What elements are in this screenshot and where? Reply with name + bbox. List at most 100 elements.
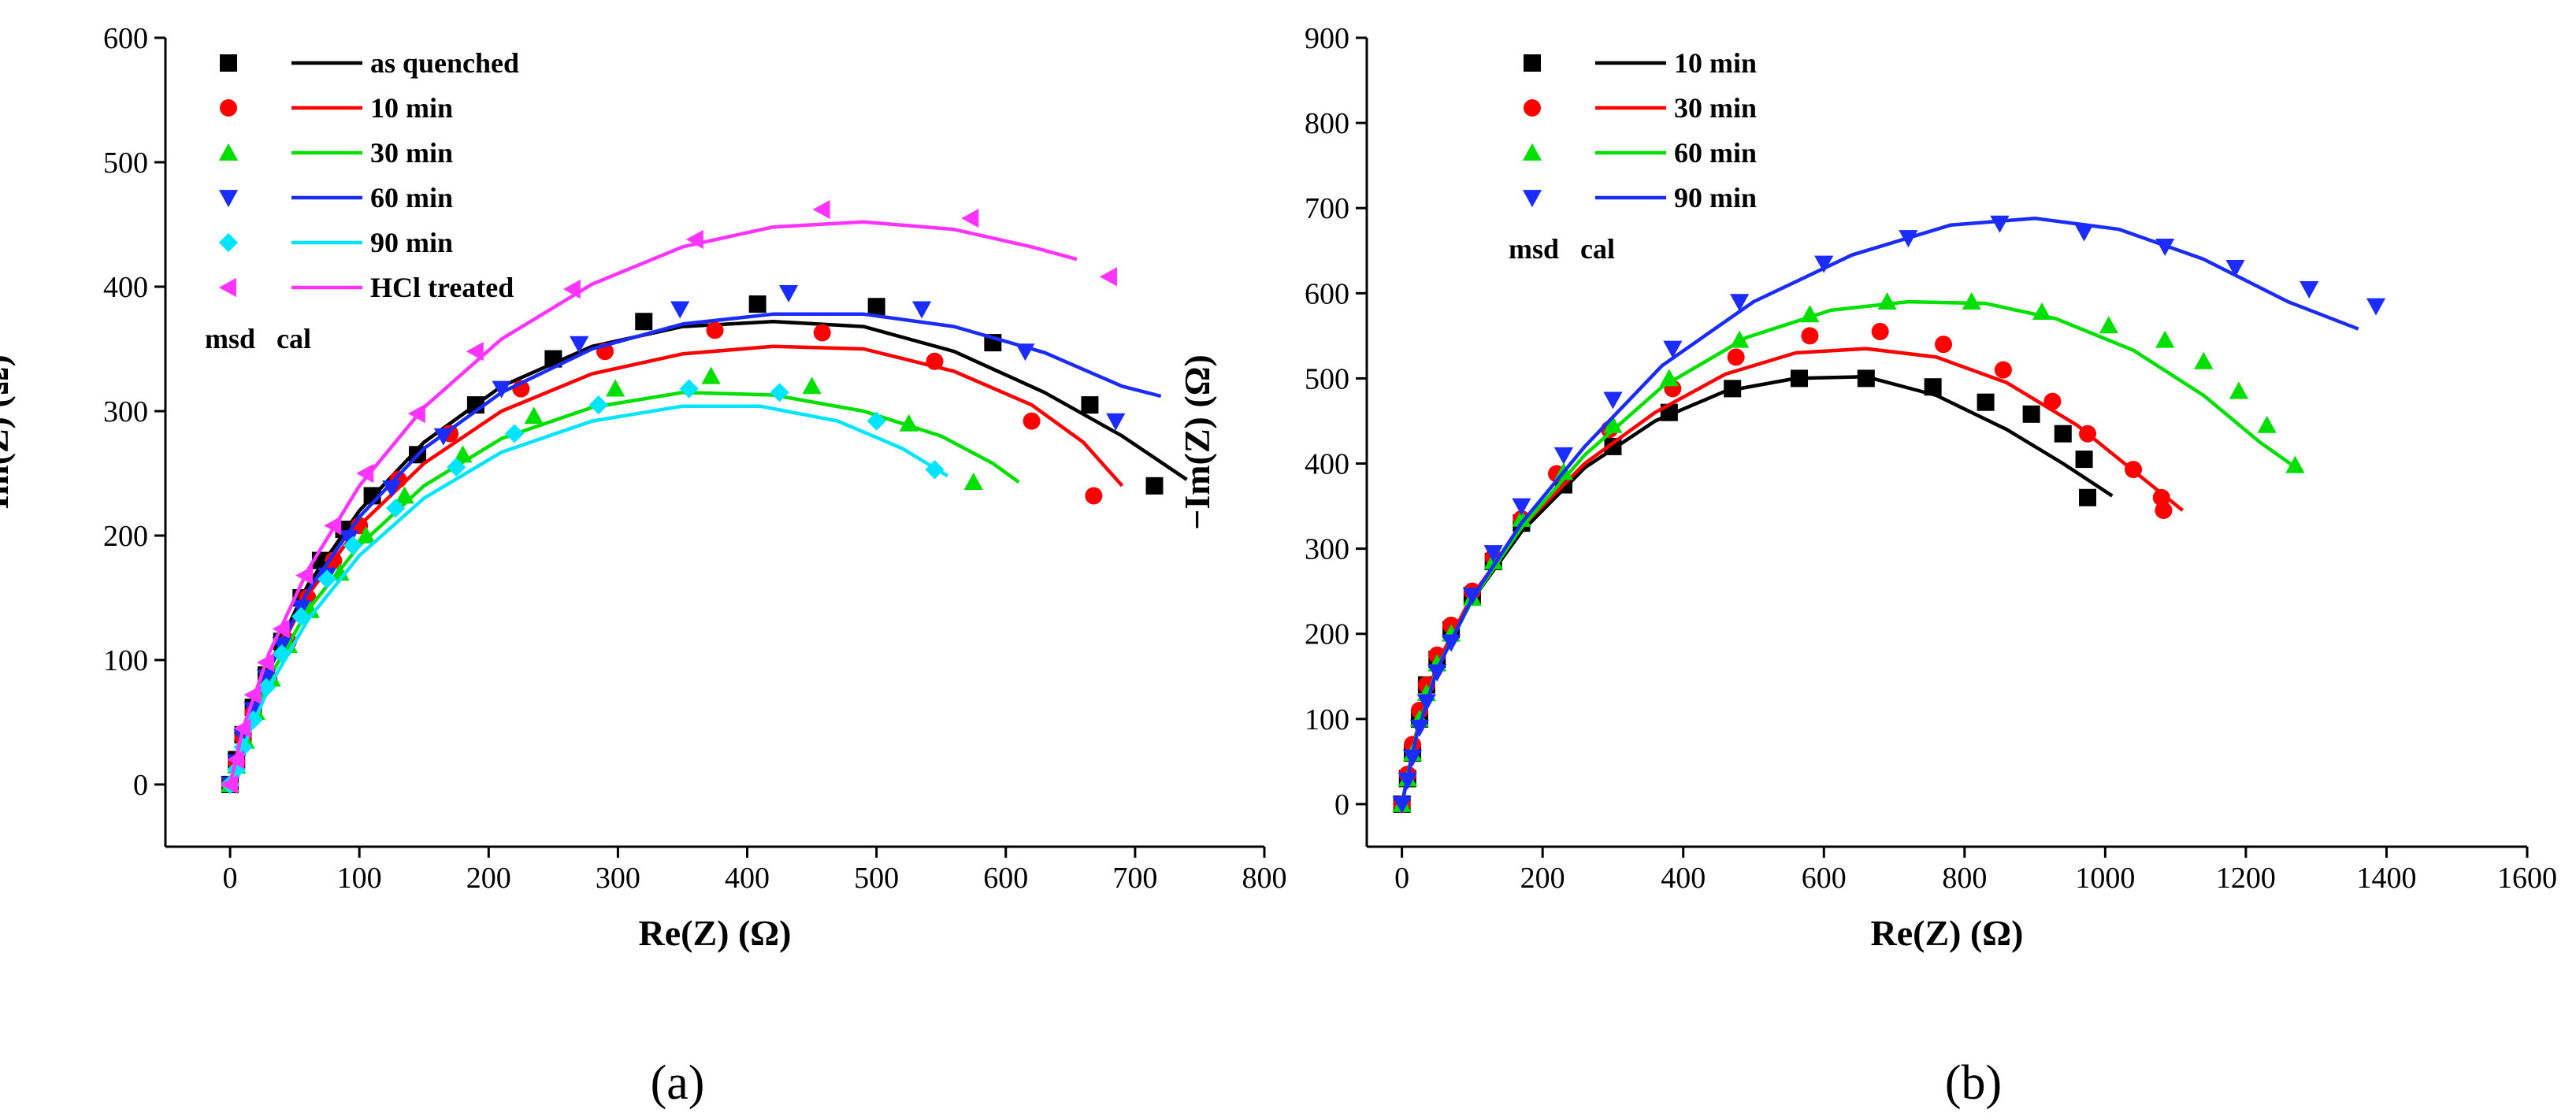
data-point bbox=[1397, 772, 1417, 790]
data-point bbox=[492, 380, 511, 399]
data-point bbox=[1800, 305, 1820, 323]
y-tick-label: 400 bbox=[103, 271, 148, 304]
series-as-quenched bbox=[221, 295, 1188, 793]
data-point bbox=[867, 298, 885, 316]
legend-marker-hcl-treated bbox=[218, 277, 236, 298]
legend-marker-60-min bbox=[218, 190, 239, 208]
y-axis-title: −Im(Z) (Ω) bbox=[0, 354, 16, 530]
data-point bbox=[1416, 694, 1436, 712]
y-tick-label: 900 bbox=[1305, 22, 1349, 55]
y-tick-label: 100 bbox=[1305, 703, 1349, 736]
data-point bbox=[1085, 487, 1103, 505]
legend-label-10-min: 10 min bbox=[370, 92, 453, 124]
x-tick-label: 500 bbox=[854, 862, 899, 895]
y-tick-label: 100 bbox=[103, 644, 148, 677]
data-point bbox=[2054, 425, 2072, 443]
data-point bbox=[1462, 588, 1483, 606]
y-tick-label: 500 bbox=[103, 146, 148, 180]
data-point bbox=[2079, 425, 2097, 443]
data-point bbox=[812, 199, 830, 220]
y-tick-label: 600 bbox=[103, 22, 148, 55]
data-point bbox=[2152, 488, 2170, 506]
data-point bbox=[2022, 405, 2040, 423]
data-point bbox=[395, 486, 414, 504]
data-point bbox=[802, 376, 822, 395]
data-point bbox=[1899, 230, 1918, 248]
legend-marker-90-min bbox=[1522, 190, 1542, 208]
data-point bbox=[1015, 343, 1035, 362]
x-tick-label: 300 bbox=[596, 862, 640, 895]
data-point bbox=[1099, 267, 1117, 287]
data-point bbox=[2099, 316, 2118, 334]
data-point bbox=[356, 463, 374, 484]
data-point bbox=[2194, 351, 2214, 369]
data-point bbox=[524, 406, 544, 425]
chart-panel-a: 0 100 200 300 400 500 600 700 800 0 100 200 300 400 50… bbox=[0, 22, 1287, 953]
data-point bbox=[1145, 477, 1164, 495]
data-point bbox=[1409, 719, 1430, 737]
y-tick-label: 800 bbox=[1305, 107, 1349, 140]
legend-marker-as-quenched bbox=[220, 54, 237, 72]
data-point bbox=[1604, 437, 1622, 455]
data-point bbox=[2155, 501, 2173, 519]
fit-line-10-min bbox=[228, 344, 1124, 785]
x-tick-label: 1000 bbox=[2075, 862, 2135, 895]
x-tick-label: 800 bbox=[1942, 862, 1987, 895]
caption-a: (a) bbox=[651, 1056, 705, 1110]
data-point bbox=[433, 428, 453, 446]
data-point bbox=[1730, 330, 1750, 348]
data-point bbox=[867, 411, 886, 431]
y-tick-label: 300 bbox=[103, 395, 148, 428]
series-90-min bbox=[220, 379, 949, 795]
x-tick-label: 1600 bbox=[2497, 862, 2557, 895]
series-10-min bbox=[1393, 369, 2114, 813]
data-point bbox=[256, 677, 277, 697]
data-point bbox=[325, 551, 343, 569]
data-point bbox=[2155, 330, 2175, 348]
data-point bbox=[961, 209, 979, 228]
legend-note: msd cal bbox=[205, 323, 311, 354]
data-point bbox=[386, 499, 406, 518]
data-point bbox=[2299, 281, 2319, 299]
series-60-min bbox=[1392, 292, 2305, 812]
series-30-min bbox=[1393, 322, 2184, 813]
y-tick-label: 600 bbox=[1305, 277, 1349, 310]
data-point bbox=[2032, 302, 2052, 320]
data-point bbox=[1512, 498, 1531, 516]
data-point bbox=[243, 685, 262, 705]
data-point bbox=[356, 525, 376, 543]
data-point bbox=[2043, 392, 2062, 410]
data-point bbox=[505, 424, 525, 443]
data-point bbox=[1977, 393, 1995, 411]
series-90-min bbox=[1392, 215, 2386, 814]
data-point bbox=[2155, 238, 2175, 256]
data-point bbox=[1663, 340, 1683, 358]
x-tick-label: 400 bbox=[1661, 862, 1706, 895]
data-point bbox=[2079, 488, 2097, 506]
data-point bbox=[2225, 259, 2245, 277]
data-point bbox=[670, 301, 690, 319]
legend-marker-10-min bbox=[220, 99, 237, 117]
legend-marker-60-min bbox=[1522, 143, 1542, 161]
series-hcl-treated bbox=[220, 199, 1117, 795]
fit-line-60-min bbox=[228, 312, 1162, 785]
legend-label-60-min: 60 min bbox=[370, 182, 453, 213]
legend: as quenched 10 min 30 min 60 min 90 min HCl t… bbox=[205, 47, 519, 354]
data-point bbox=[1659, 369, 1679, 387]
x-tick-label: 400 bbox=[725, 862, 770, 895]
data-point bbox=[1081, 396, 1099, 414]
data-point bbox=[324, 516, 342, 536]
data-point bbox=[813, 324, 831, 342]
data-point bbox=[1724, 380, 1742, 398]
data-point bbox=[1924, 378, 1942, 396]
data-point bbox=[220, 774, 238, 795]
legend-label-as-quenched: as quenched bbox=[370, 47, 519, 79]
data-point bbox=[899, 414, 919, 432]
legend-marker-90-min bbox=[218, 232, 239, 253]
data-point bbox=[295, 566, 314, 585]
data-point bbox=[606, 379, 625, 397]
data-point bbox=[778, 285, 799, 302]
data-point bbox=[1603, 391, 1623, 410]
y-tick-label: 500 bbox=[1305, 362, 1349, 395]
data-point bbox=[1962, 292, 1981, 310]
